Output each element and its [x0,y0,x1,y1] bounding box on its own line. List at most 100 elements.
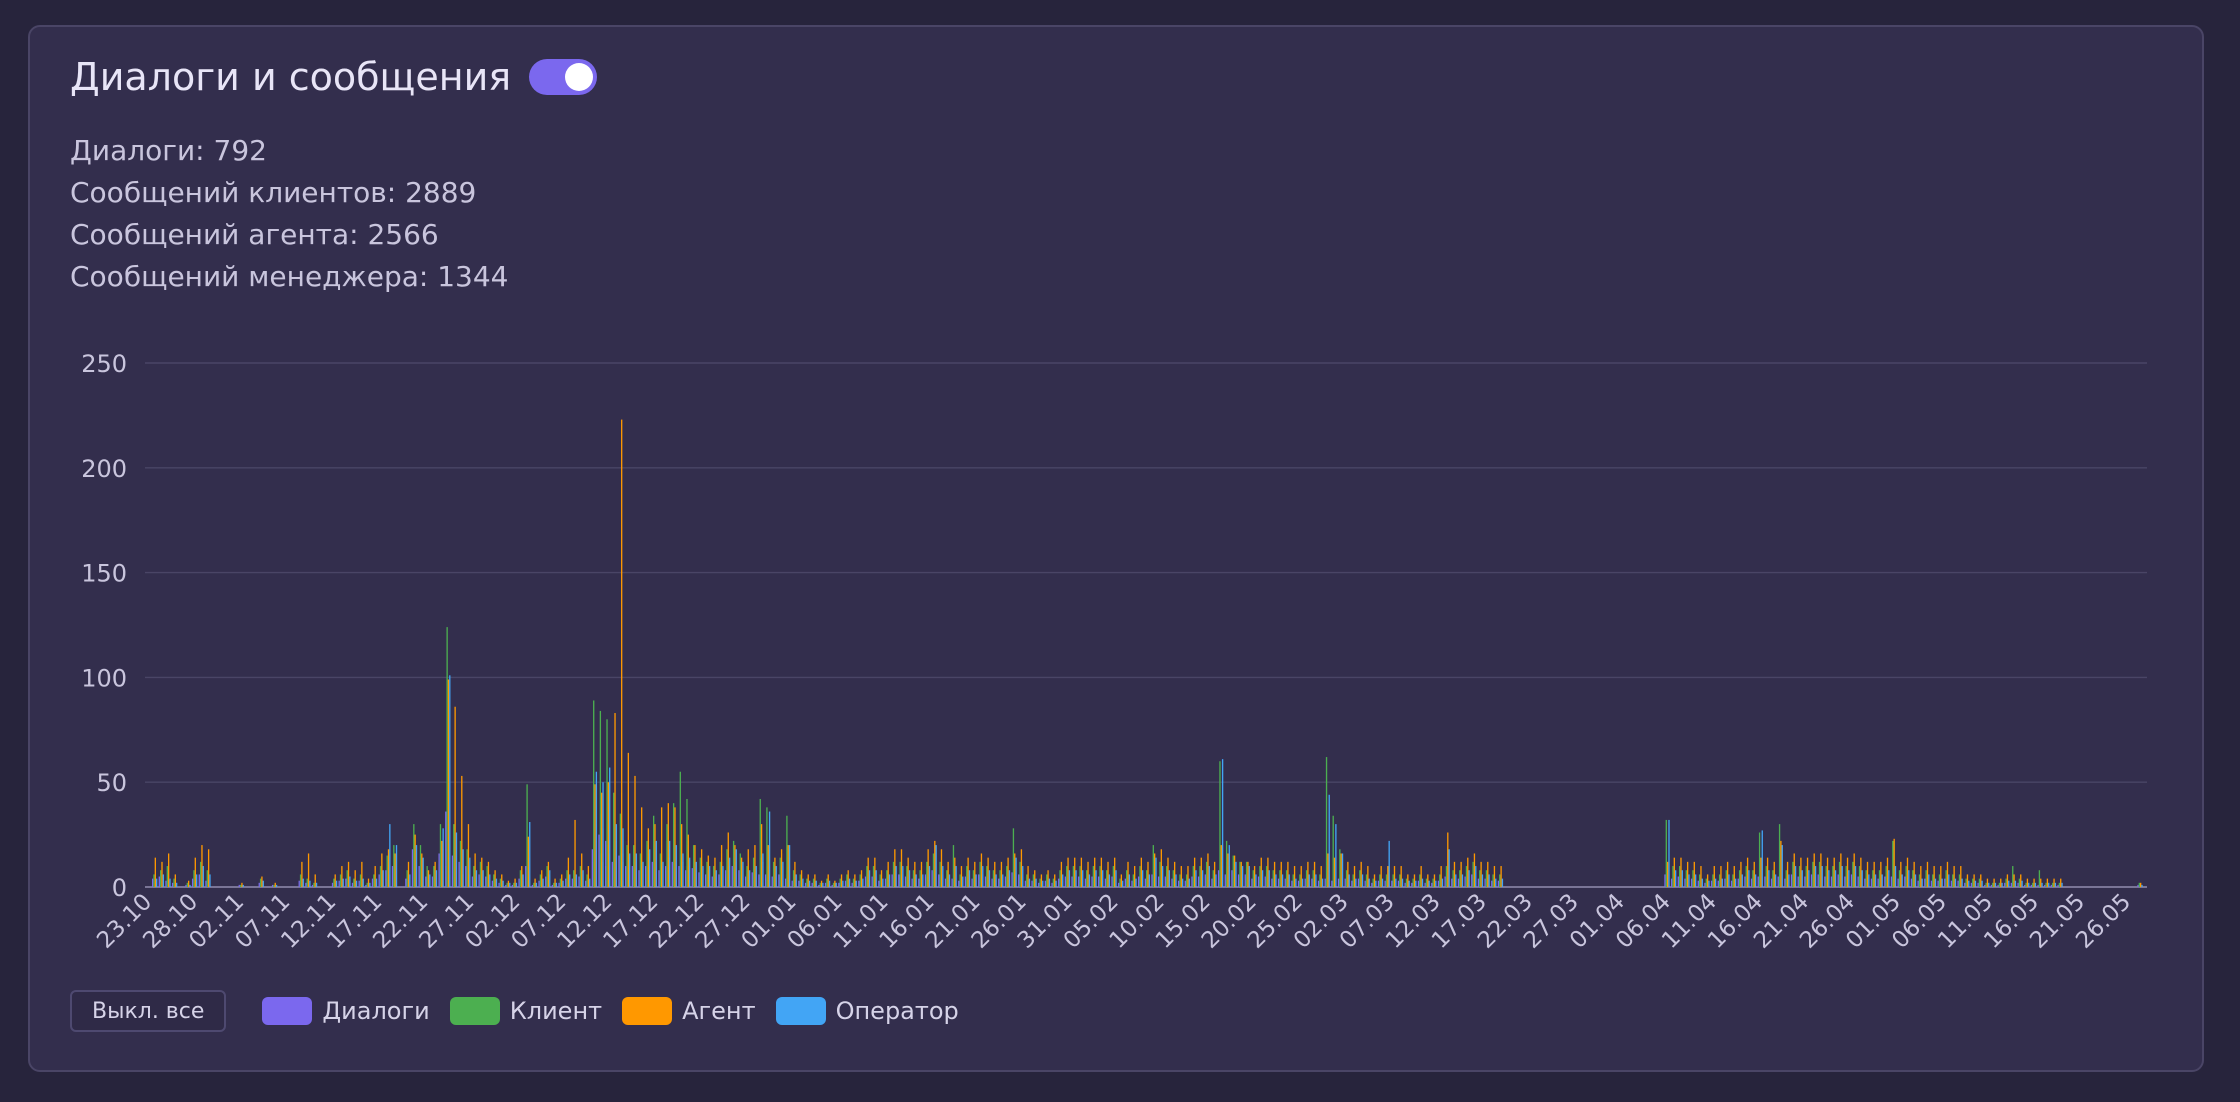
bar [894,849,896,887]
bar [1966,874,1969,887]
bar [209,874,211,887]
bar [711,876,713,887]
bar [165,880,167,887]
bar [1677,876,1679,887]
bar [875,870,877,887]
bar [1275,874,1277,887]
bar [1019,861,1021,887]
bar [1853,853,1855,887]
bar [1908,870,1910,887]
bar [884,878,887,887]
bar [1062,874,1064,887]
bar [525,866,527,887]
bar [559,878,562,887]
bar [629,853,631,887]
bar [1353,866,1356,887]
bar [751,872,753,887]
bar [1199,866,1201,887]
bar [438,853,440,887]
bar [1140,857,1142,887]
bar [187,880,190,887]
bar [1280,861,1282,887]
bar [1708,880,1710,887]
bar [1120,874,1123,887]
bar [474,853,476,887]
bar [1064,876,1067,887]
legend-item-client[interactable]: Клиент [449,997,602,1025]
bar [1027,866,1029,887]
bar [1364,880,1366,887]
bar [808,880,811,887]
bar [1352,874,1354,887]
bar [2041,882,2043,887]
bar [1233,855,1236,887]
bar [1191,876,1193,887]
stat-manager-messages: Сообщений менеджера: 1344 [70,260,509,293]
bar [429,874,431,887]
bar [2058,882,2061,887]
legend-swatch-client [449,997,500,1025]
bar [839,878,841,887]
bar [734,845,736,887]
bar [519,870,522,887]
bar [586,874,588,887]
legend-label-operator: Оператор [835,997,959,1025]
bar [800,870,803,887]
bar [742,861,744,887]
bar [607,782,610,887]
bar [1465,866,1468,887]
bar [1845,866,1847,887]
bar [1425,878,1428,887]
bar [359,874,362,887]
bar [2001,882,2003,887]
bar [1381,878,1384,887]
bar [505,884,507,887]
bar [666,824,668,887]
legend-item-dialogs[interactable]: Диалоги [262,997,430,1025]
bar [1124,878,1127,887]
bar [485,876,487,887]
bar [758,874,760,887]
bar [1772,870,1774,887]
bar [185,884,187,887]
bar [786,815,788,887]
bar [1917,880,1919,887]
bar [747,849,749,887]
bar [2000,878,2002,887]
bar [1332,815,1334,887]
bar [744,876,747,887]
bar [167,853,170,887]
chart-toggle[interactable] [529,59,598,95]
bar [1986,878,1989,887]
bar [1457,878,1460,887]
legend-item-operator[interactable]: Оператор [775,997,959,1025]
bar [1455,874,1457,887]
bar [478,874,480,887]
bar [1231,870,1233,887]
bar [406,870,408,887]
bar [859,874,861,887]
bar [446,627,448,887]
bar [931,870,933,887]
turn-off-all-button[interactable]: Выкл. все [70,990,227,1032]
bar [609,767,611,887]
bar [1964,882,1966,887]
bar [1901,874,1903,887]
bar [892,861,895,887]
bar [1187,866,1189,887]
legend-item-agent[interactable]: Агент [622,997,756,1025]
bar [302,878,304,887]
bar [1301,878,1304,887]
bar [1365,874,1368,887]
bar [802,878,804,887]
bar [1447,832,1449,887]
bar [1812,861,1814,887]
bar [827,874,829,887]
bar [159,870,162,887]
bar [1245,861,1248,887]
toggle-knob [565,63,594,91]
bar [851,882,853,887]
bar [566,870,568,887]
bar [1220,845,1222,887]
bar [1060,861,1063,887]
